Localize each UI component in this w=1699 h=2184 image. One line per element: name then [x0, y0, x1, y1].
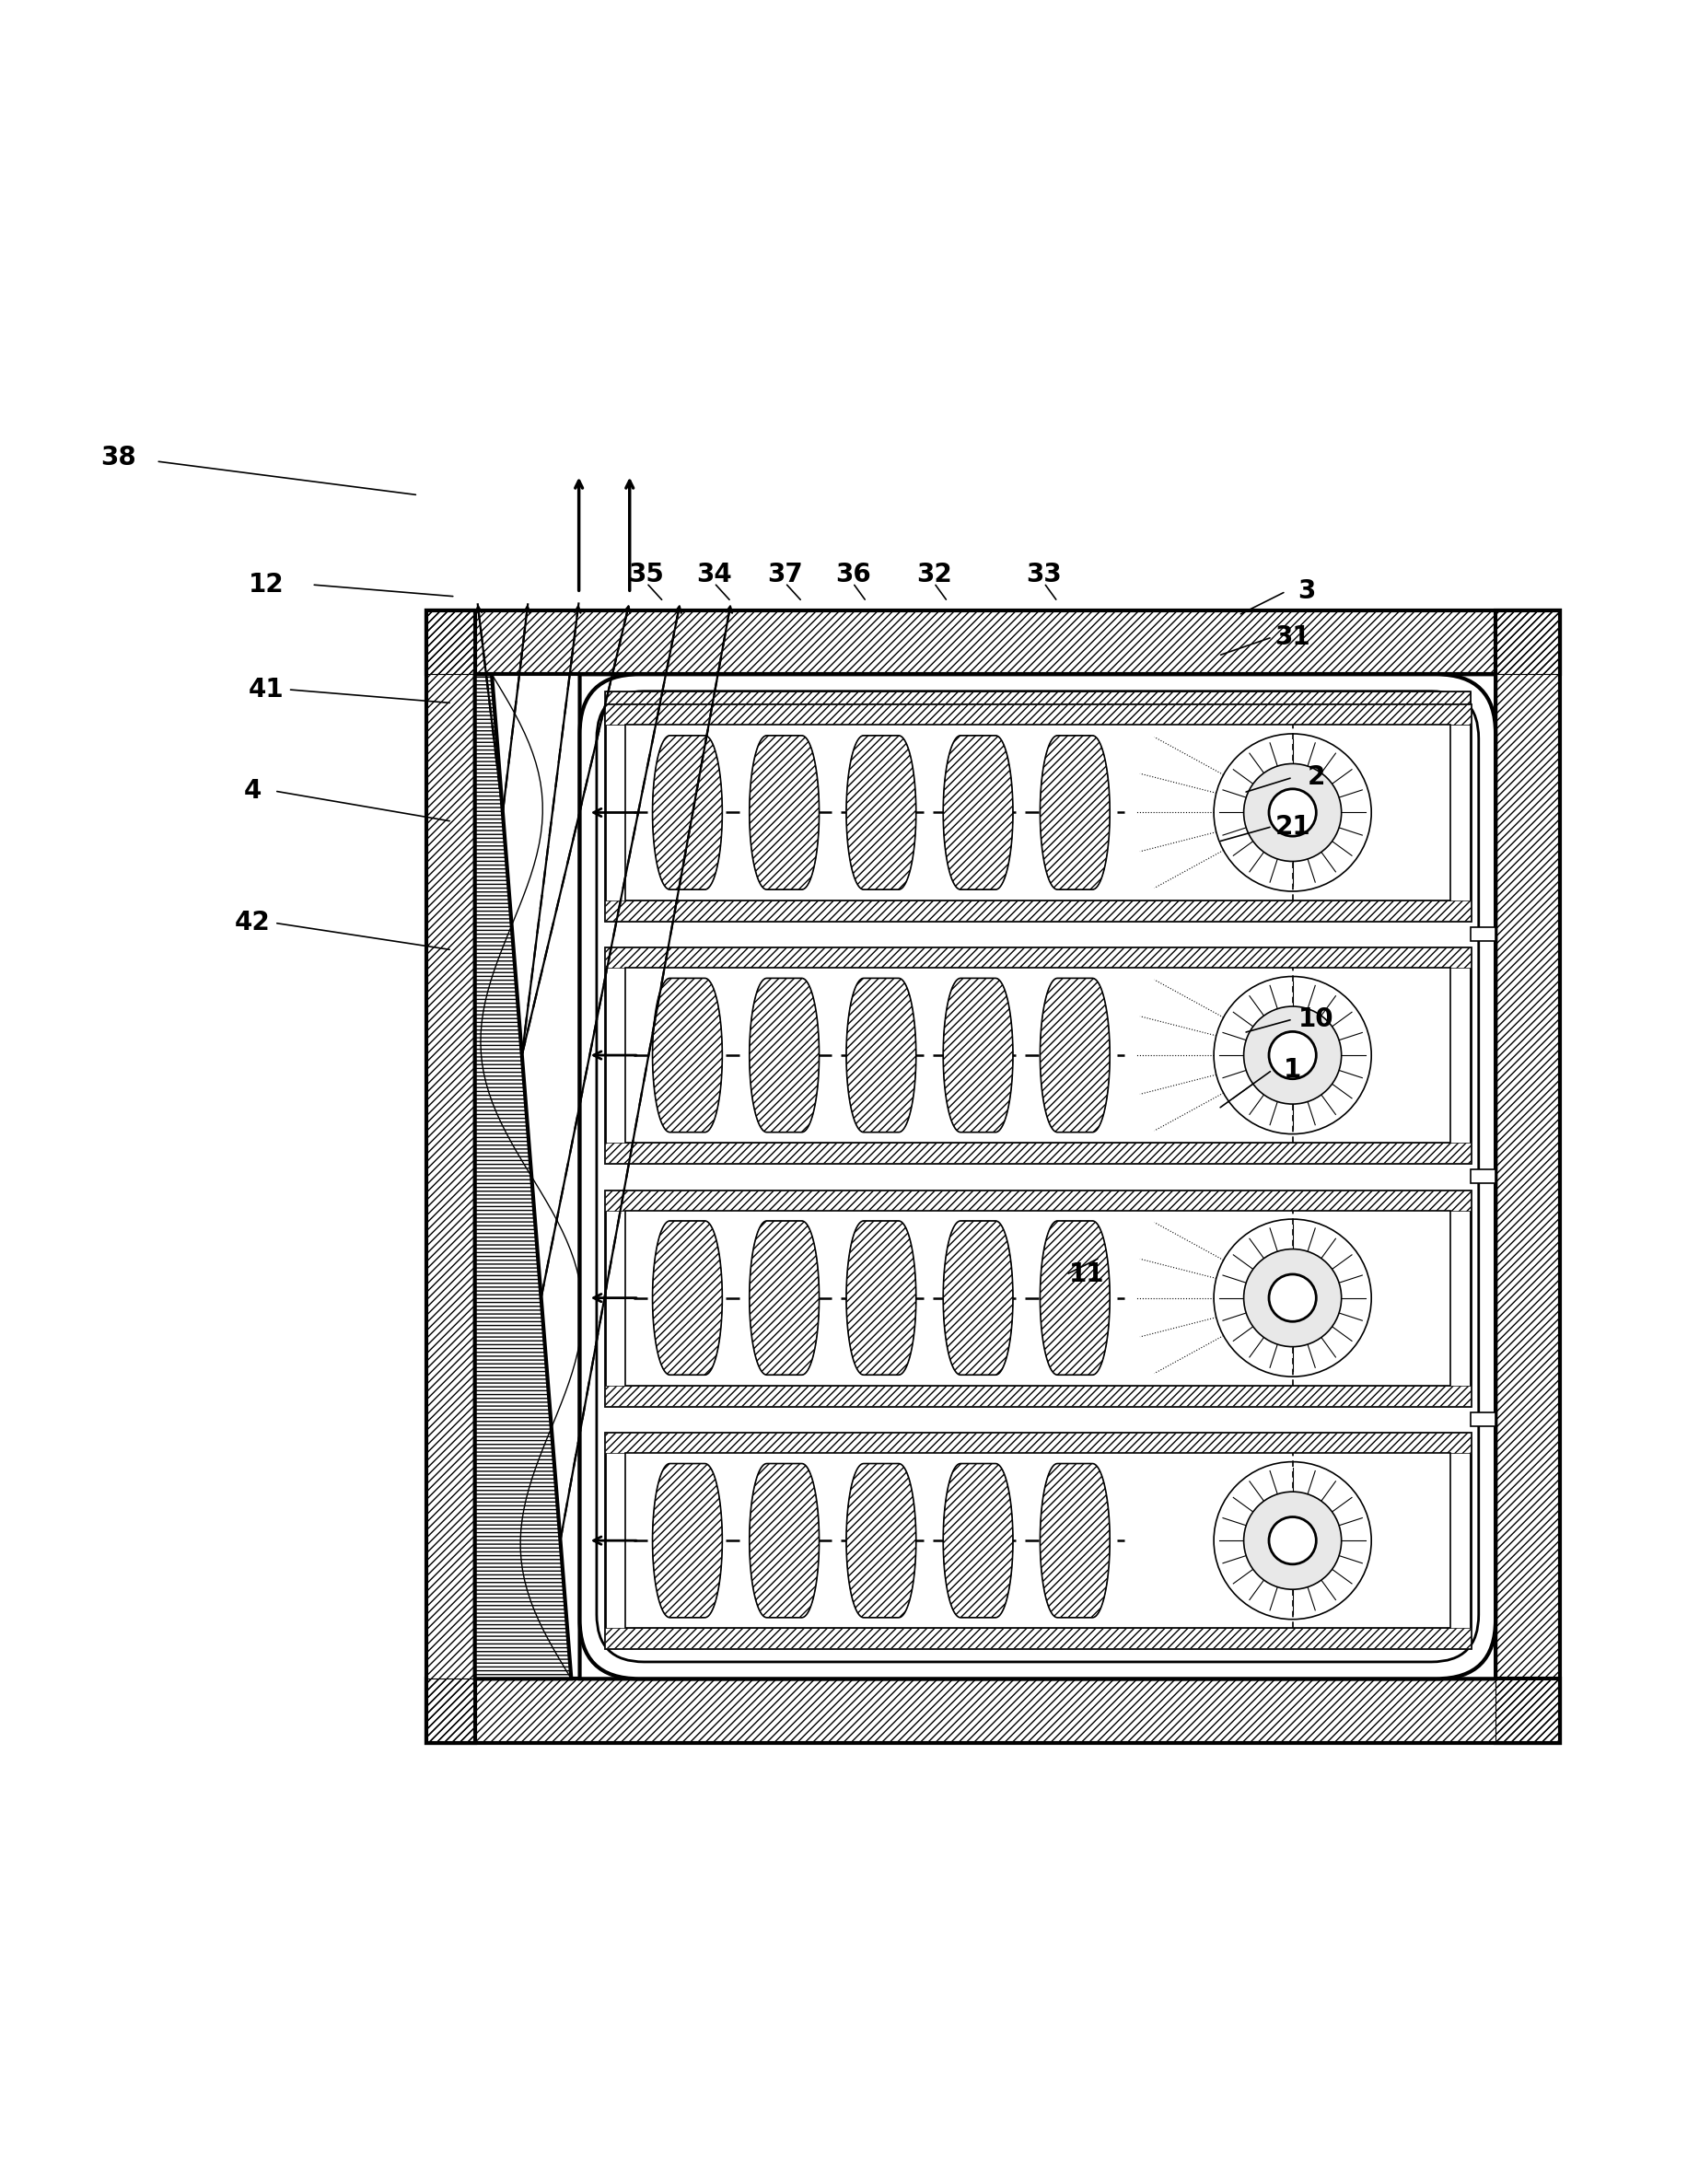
- Polygon shape: [652, 1221, 722, 1376]
- Bar: [426, 609, 1560, 675]
- Polygon shape: [943, 1463, 1013, 1618]
- Text: 10: 10: [1298, 1007, 1334, 1033]
- Bar: [605, 948, 1470, 968]
- Polygon shape: [1040, 1463, 1109, 1618]
- Polygon shape: [476, 675, 571, 1679]
- Bar: [605, 1627, 1470, 1649]
- Bar: [605, 948, 1470, 1164]
- Polygon shape: [846, 1221, 916, 1376]
- Bar: [605, 1433, 1470, 1649]
- Circle shape: [1269, 788, 1317, 836]
- Polygon shape: [652, 978, 722, 1131]
- Polygon shape: [846, 1463, 916, 1618]
- Text: 4: 4: [243, 778, 262, 804]
- Text: 2: 2: [1308, 764, 1325, 791]
- Text: 32: 32: [916, 561, 951, 587]
- Polygon shape: [943, 978, 1013, 1131]
- Polygon shape: [1040, 978, 1109, 1131]
- FancyBboxPatch shape: [579, 675, 1495, 1679]
- FancyBboxPatch shape: [596, 690, 1478, 1662]
- Polygon shape: [652, 736, 722, 889]
- Bar: [426, 609, 476, 1743]
- Circle shape: [1269, 1031, 1317, 1079]
- Text: 11: 11: [1069, 1262, 1104, 1289]
- Polygon shape: [749, 978, 819, 1131]
- Bar: [1495, 609, 1560, 1743]
- Polygon shape: [1040, 736, 1109, 889]
- Bar: [1470, 1171, 1495, 1184]
- Bar: [605, 1433, 1470, 1452]
- Bar: [605, 1142, 1470, 1164]
- Text: 37: 37: [768, 561, 804, 587]
- Polygon shape: [943, 736, 1013, 889]
- Polygon shape: [749, 1463, 819, 1618]
- Bar: [605, 690, 1470, 725]
- FancyBboxPatch shape: [579, 675, 1495, 1679]
- Circle shape: [1244, 1249, 1342, 1348]
- Text: 42: 42: [234, 911, 270, 935]
- Polygon shape: [749, 1221, 819, 1376]
- Polygon shape: [1040, 1221, 1109, 1376]
- Text: 3: 3: [1298, 579, 1315, 605]
- Circle shape: [1213, 1461, 1371, 1618]
- Text: 36: 36: [834, 561, 870, 587]
- Text: 34: 34: [697, 561, 732, 587]
- Text: 35: 35: [629, 561, 664, 587]
- Text: 1: 1: [1284, 1057, 1301, 1083]
- Circle shape: [1244, 764, 1342, 860]
- Polygon shape: [943, 1221, 1013, 1376]
- Text: 31: 31: [1274, 625, 1310, 651]
- Bar: [426, 609, 1560, 675]
- Circle shape: [1244, 1492, 1342, 1590]
- Bar: [625, 1210, 1449, 1385]
- Polygon shape: [846, 736, 916, 889]
- Bar: [625, 1452, 1449, 1627]
- Text: 41: 41: [248, 677, 284, 703]
- Bar: [605, 900, 1470, 919]
- Bar: [605, 705, 1470, 725]
- Circle shape: [1213, 734, 1371, 891]
- Circle shape: [1213, 1219, 1371, 1376]
- Bar: [426, 1679, 1560, 1743]
- Bar: [605, 1385, 1470, 1406]
- Bar: [1470, 1413, 1495, 1426]
- Circle shape: [1269, 1518, 1317, 1564]
- Circle shape: [1269, 1273, 1317, 1321]
- Text: 21: 21: [1274, 815, 1310, 839]
- Polygon shape: [652, 1463, 722, 1618]
- Polygon shape: [846, 978, 916, 1131]
- Polygon shape: [749, 736, 819, 889]
- Bar: [1495, 609, 1560, 1743]
- Circle shape: [1213, 976, 1371, 1133]
- Bar: [605, 1190, 1470, 1210]
- Bar: [605, 705, 1470, 919]
- Bar: [625, 725, 1449, 900]
- Bar: [605, 1190, 1470, 1406]
- Bar: [1470, 928, 1495, 941]
- Bar: [625, 968, 1449, 1142]
- Bar: [426, 1679, 1560, 1743]
- Text: 33: 33: [1026, 561, 1062, 587]
- Circle shape: [1244, 1007, 1342, 1105]
- Text: 12: 12: [248, 572, 284, 598]
- Text: 38: 38: [100, 446, 136, 472]
- FancyBboxPatch shape: [596, 690, 1478, 1662]
- Bar: [605, 690, 1470, 725]
- Bar: [426, 609, 476, 1743]
